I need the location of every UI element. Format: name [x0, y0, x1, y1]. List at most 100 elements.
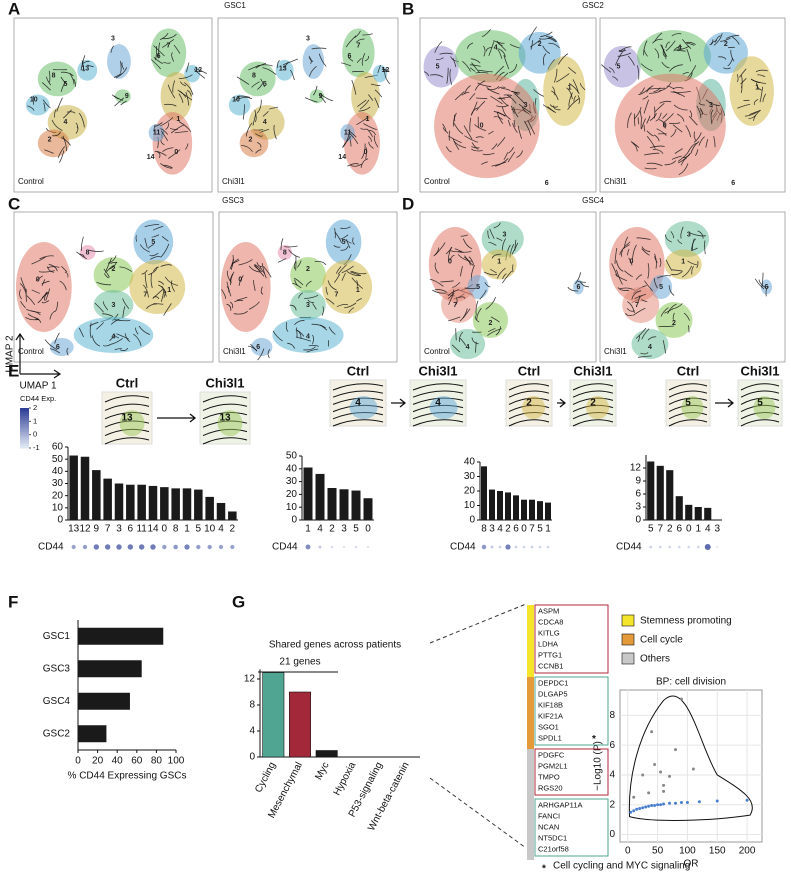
- streamline: [104, 403, 150, 411]
- cluster-label: 7: [453, 302, 457, 309]
- streamline: [501, 270, 513, 284]
- streamline: [296, 327, 298, 338]
- streamline: [670, 129, 677, 138]
- streamline: [475, 136, 484, 139]
- streamline: [750, 78, 761, 83]
- streamline: [680, 157, 687, 166]
- streamline: [647, 263, 650, 279]
- streamline: [665, 40, 676, 52]
- streamline: [616, 269, 623, 285]
- streamline: [285, 322, 289, 332]
- streamline: [248, 301, 260, 310]
- streamline: [186, 90, 192, 97]
- gene-name: C21orf58: [538, 844, 569, 853]
- streamline: [221, 289, 227, 299]
- cluster-label: 2: [538, 41, 542, 48]
- colorbar-title: CD44 Exp.: [20, 394, 56, 403]
- streamline: [445, 146, 452, 153]
- streamline: [464, 135, 479, 143]
- streamline: [634, 107, 642, 120]
- streamline: [342, 136, 352, 148]
- streamline: [231, 258, 239, 267]
- streamline: [512, 122, 518, 133]
- streamline: [497, 49, 503, 59]
- streamline: [374, 97, 380, 109]
- y-tick-label: 0: [469, 515, 475, 526]
- streamline: [475, 300, 479, 316]
- streamline: [453, 141, 467, 149]
- streamline: [659, 258, 662, 268]
- streamline: [91, 335, 101, 347]
- streamline: [447, 289, 455, 300]
- streamline: [641, 248, 650, 256]
- y-tick-label: 0: [609, 829, 615, 840]
- streamline: [469, 117, 472, 132]
- streamline: [488, 328, 496, 333]
- colorbar-tick-label: 2: [33, 403, 37, 412]
- point: [644, 805, 648, 809]
- streamline: [640, 116, 643, 129]
- point: [679, 801, 683, 805]
- streamline: [637, 355, 652, 358]
- streamline: [691, 266, 694, 275]
- streamline: [226, 303, 232, 311]
- ctrl-label: Ctrl: [116, 375, 138, 390]
- streamline: [159, 32, 169, 41]
- streamline: [467, 42, 474, 49]
- streamline: [344, 302, 357, 309]
- y-tick-label: 20: [52, 490, 64, 501]
- cluster-label: 9: [125, 93, 129, 100]
- bar: [529, 499, 535, 520]
- x-tick-label: Cycling: [253, 760, 278, 794]
- streamline: [677, 150, 690, 162]
- umap-cluster: [25, 94, 50, 116]
- streamline: [487, 230, 490, 239]
- streamline: [251, 81, 260, 88]
- streamline: [114, 319, 131, 322]
- gene-name: ARHGAP11A: [538, 800, 582, 809]
- streamline: [762, 93, 767, 103]
- bar: [205, 496, 214, 520]
- cluster-label: 12: [382, 67, 390, 74]
- streamline: [359, 99, 370, 110]
- cluster-label: 2: [48, 137, 52, 144]
- streamline: [360, 158, 369, 168]
- point: [641, 806, 645, 810]
- streamline: [643, 124, 646, 132]
- streamline: [489, 228, 495, 239]
- streamline: [687, 260, 697, 266]
- y-tick-label: 20: [464, 486, 476, 497]
- x-tick-label: 3: [714, 524, 720, 535]
- y-tick-label: 30: [464, 471, 476, 482]
- x-tick-label: 4: [317, 524, 323, 535]
- streamline: [51, 119, 63, 131]
- streamline: [653, 134, 660, 142]
- inset-cluster: [753, 396, 776, 420]
- streamline: [312, 85, 318, 96]
- streamline: [759, 86, 764, 103]
- streamline: [468, 256, 475, 265]
- streamline: [630, 141, 640, 148]
- x-tick-label: 2: [505, 524, 511, 535]
- streamline: [475, 72, 489, 74]
- streamline: [666, 85, 675, 90]
- streamline: [31, 256, 46, 265]
- streamline: [178, 74, 193, 79]
- streamline: [292, 283, 302, 289]
- annotation: 21 genes: [279, 657, 320, 668]
- streamline: [502, 106, 511, 120]
- streamline: [436, 57, 444, 61]
- cd44-dot: [687, 545, 691, 549]
- streamline: [644, 167, 657, 170]
- streamline: [635, 327, 647, 339]
- x-tick-label: 3: [116, 524, 122, 535]
- cd44-dot: [658, 545, 662, 549]
- streamline: [484, 271, 498, 276]
- streamline: [487, 86, 500, 91]
- streamline: [538, 35, 553, 40]
- cluster-label: 0: [480, 123, 484, 130]
- bar: [262, 672, 285, 758]
- streamline: [636, 65, 640, 80]
- cluster-label: 6: [347, 53, 351, 60]
- streamline: [19, 283, 27, 295]
